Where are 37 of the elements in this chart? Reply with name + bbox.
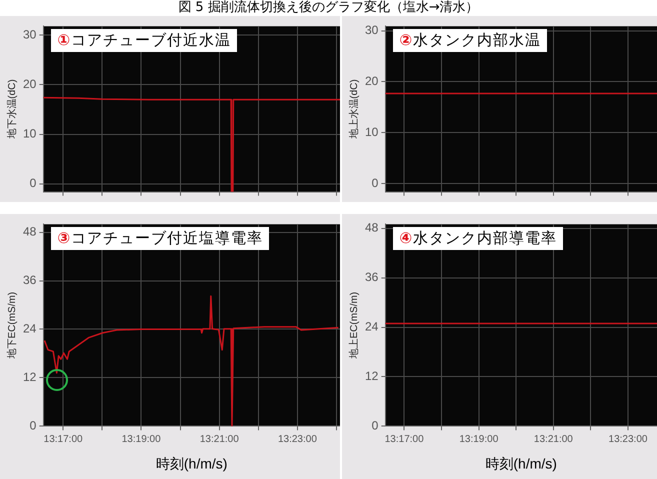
x-tick-label: 13:17:00: [384, 434, 424, 445]
y-tick-label: 10: [364, 125, 379, 140]
x-tick-label: 13:21:00: [534, 434, 574, 445]
y-tick-label: 36: [364, 270, 379, 284]
x-tick-label: 13:23:00: [278, 434, 318, 445]
chart-title: ④水タンク内部導電率: [393, 227, 564, 250]
y-tick-label: 12: [22, 370, 37, 384]
chart-title: ②水タンク内部水温: [393, 29, 548, 52]
chart-title: ③コアチューブ付近塩導電率: [51, 227, 270, 250]
y-tick-label: 24: [22, 322, 37, 336]
y-axis-title: 地上水温(dC): [348, 79, 360, 140]
y-axis-title: 地下水温(dC): [6, 79, 18, 140]
x-tick-label: 13:21:00: [200, 434, 240, 445]
y-tick-label: 20: [22, 77, 37, 92]
chart-title: ①コアチューブ付近水温: [51, 29, 238, 52]
x-tick-label: 13:19:00: [459, 434, 499, 445]
x-axis-title: 時刻(h/m/s): [156, 455, 228, 472]
y-tick-label: 0: [30, 176, 37, 190]
y-tick-label: 24: [364, 320, 379, 334]
caption: 図 5 掘削流体切換え後のグラフ変化（塩水→清水）: [177, 0, 480, 15]
y-tick-label: 30: [22, 27, 37, 42]
y-tick-label: 10: [22, 126, 37, 141]
x-tick-label: 13:17:00: [44, 434, 84, 445]
y-axis-title: 地上EC(mS/m): [348, 292, 360, 360]
y-tick-label: 48: [22, 224, 37, 239]
x-tick-label: 13:23:00: [608, 434, 648, 445]
y-axis-title: 地下EC(mS/m): [6, 292, 18, 360]
y-tick-label: 20: [364, 74, 379, 88]
x-axis-title: 時刻(h/m/s): [485, 455, 557, 472]
y-tick-label: 0: [372, 176, 379, 190]
y-tick-label: 48: [364, 220, 379, 235]
x-tick-label: 13:19:00: [122, 434, 162, 445]
y-tick-label: 0: [372, 418, 379, 433]
y-tick-label: 36: [22, 273, 37, 288]
y-tick-label: 0: [30, 418, 37, 433]
y-tick-label: 30: [364, 23, 379, 38]
y-tick-label: 12: [364, 369, 379, 384]
